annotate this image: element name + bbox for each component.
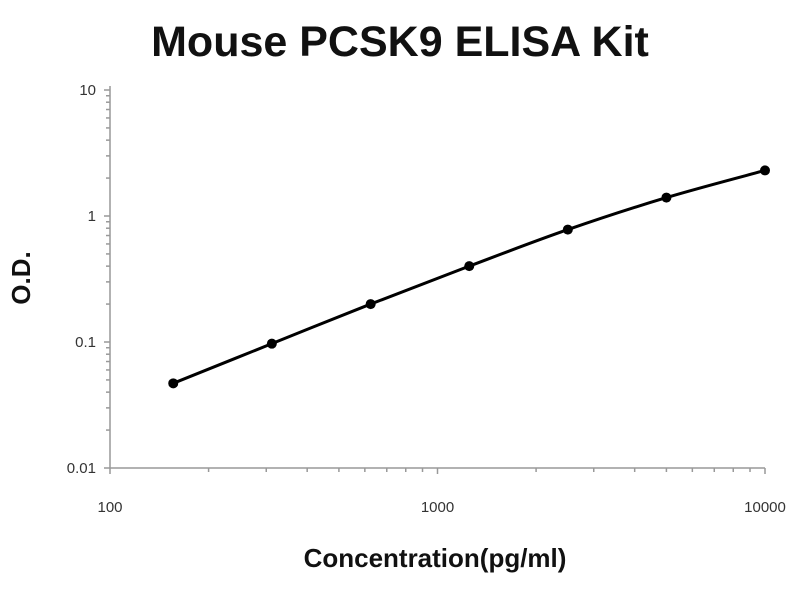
ticks: 0.01 0.1 1 10 100 1000 10000 — [67, 82, 786, 516]
data-point — [266, 338, 277, 349]
x-tick-label: 1000 — [421, 499, 454, 516]
y-tick-label: 10 — [79, 82, 96, 99]
y-axis-title: O.D. — [6, 251, 36, 304]
series-line — [172, 168, 766, 385]
y-tick-label: 0.1 — [75, 334, 96, 351]
y-tick-label: 1 — [88, 208, 96, 225]
data-point — [661, 192, 672, 203]
series — [168, 165, 770, 389]
data-point — [464, 261, 475, 272]
x-tick-label: 10000 — [744, 499, 786, 516]
x-tick-label: 100 — [97, 499, 122, 516]
x-axis-title: Concentration(pg/ml) — [304, 543, 567, 573]
data-point — [760, 165, 770, 176]
data-point — [365, 299, 376, 310]
chart-title: Mouse PCSK9 ELISA Kit — [151, 18, 649, 66]
data-point — [168, 378, 179, 389]
y-tick-label: 0.01 — [67, 460, 96, 477]
data-point — [562, 224, 573, 235]
